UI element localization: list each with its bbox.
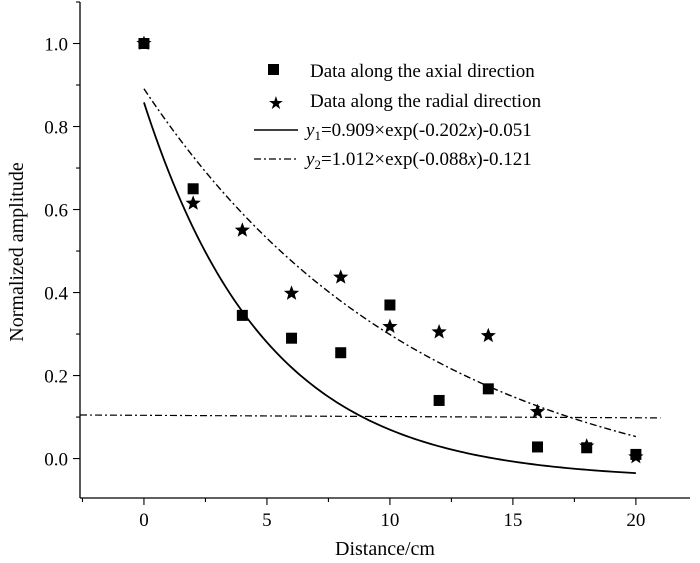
reference-line xyxy=(79,414,661,419)
legend-star-marker: ★ xyxy=(268,93,284,114)
y-axis-title: Normalized amplitude xyxy=(6,162,28,342)
y-tick-label: 0.8 xyxy=(44,118,68,139)
legend-label-fit2: y2=1.012×exp(-0.088x)-0.121 xyxy=(304,149,532,172)
radial-point xyxy=(480,327,496,343)
x-tick-label: 15 xyxy=(503,510,522,531)
x-tick-label: 0 xyxy=(139,510,149,531)
axial-point xyxy=(187,183,199,195)
ticks xyxy=(73,1,637,505)
radial-point xyxy=(283,285,300,300)
y-tick-label: 0.4 xyxy=(44,284,68,305)
axial-point xyxy=(236,309,248,321)
fit-lines xyxy=(79,88,661,474)
legend-label-fit1: y1=0.909×exp(-0.202x)-0.051 xyxy=(304,120,532,143)
axial-point xyxy=(286,332,298,344)
fit-curve-1 xyxy=(143,102,636,474)
x-tick-label: 10 xyxy=(380,510,399,531)
radial-point xyxy=(529,403,546,419)
radial-point xyxy=(628,448,644,464)
radial-point xyxy=(333,269,349,284)
radial-point xyxy=(579,438,595,453)
axial-point xyxy=(433,394,445,406)
y-tick-label: 1.0 xyxy=(44,35,68,56)
x-tick-label: 5 xyxy=(262,510,272,531)
radial-point xyxy=(185,195,201,210)
axial-point xyxy=(384,299,396,311)
radial-point xyxy=(431,323,447,339)
fit-curve-2 xyxy=(143,88,637,438)
legend-label-axial: Data along the axial direction xyxy=(310,61,535,82)
legend-square-marker xyxy=(268,64,279,75)
data-points xyxy=(136,35,644,464)
radial-point xyxy=(382,318,398,334)
legend: Data along the axial direction ★ Data al… xyxy=(254,61,542,172)
radial-point xyxy=(234,222,250,237)
x-tick-label: 20 xyxy=(626,510,645,531)
x-axis-title: Distance/cm xyxy=(335,538,435,560)
axial-point xyxy=(335,347,347,359)
axial-point xyxy=(482,383,494,395)
axial-point xyxy=(532,441,543,453)
tick-labels: 0.0 0.2 0.4 0.6 0.8 1.0 0 5 10 15 20 xyxy=(44,35,645,531)
y-tick-label: 0.6 xyxy=(44,201,68,222)
y-tick-label: 0.2 xyxy=(44,367,68,388)
y-tick-label: 0.0 xyxy=(44,450,68,471)
radial-point xyxy=(136,35,152,50)
legend-label-radial: Data along the radial direction xyxy=(310,91,542,112)
